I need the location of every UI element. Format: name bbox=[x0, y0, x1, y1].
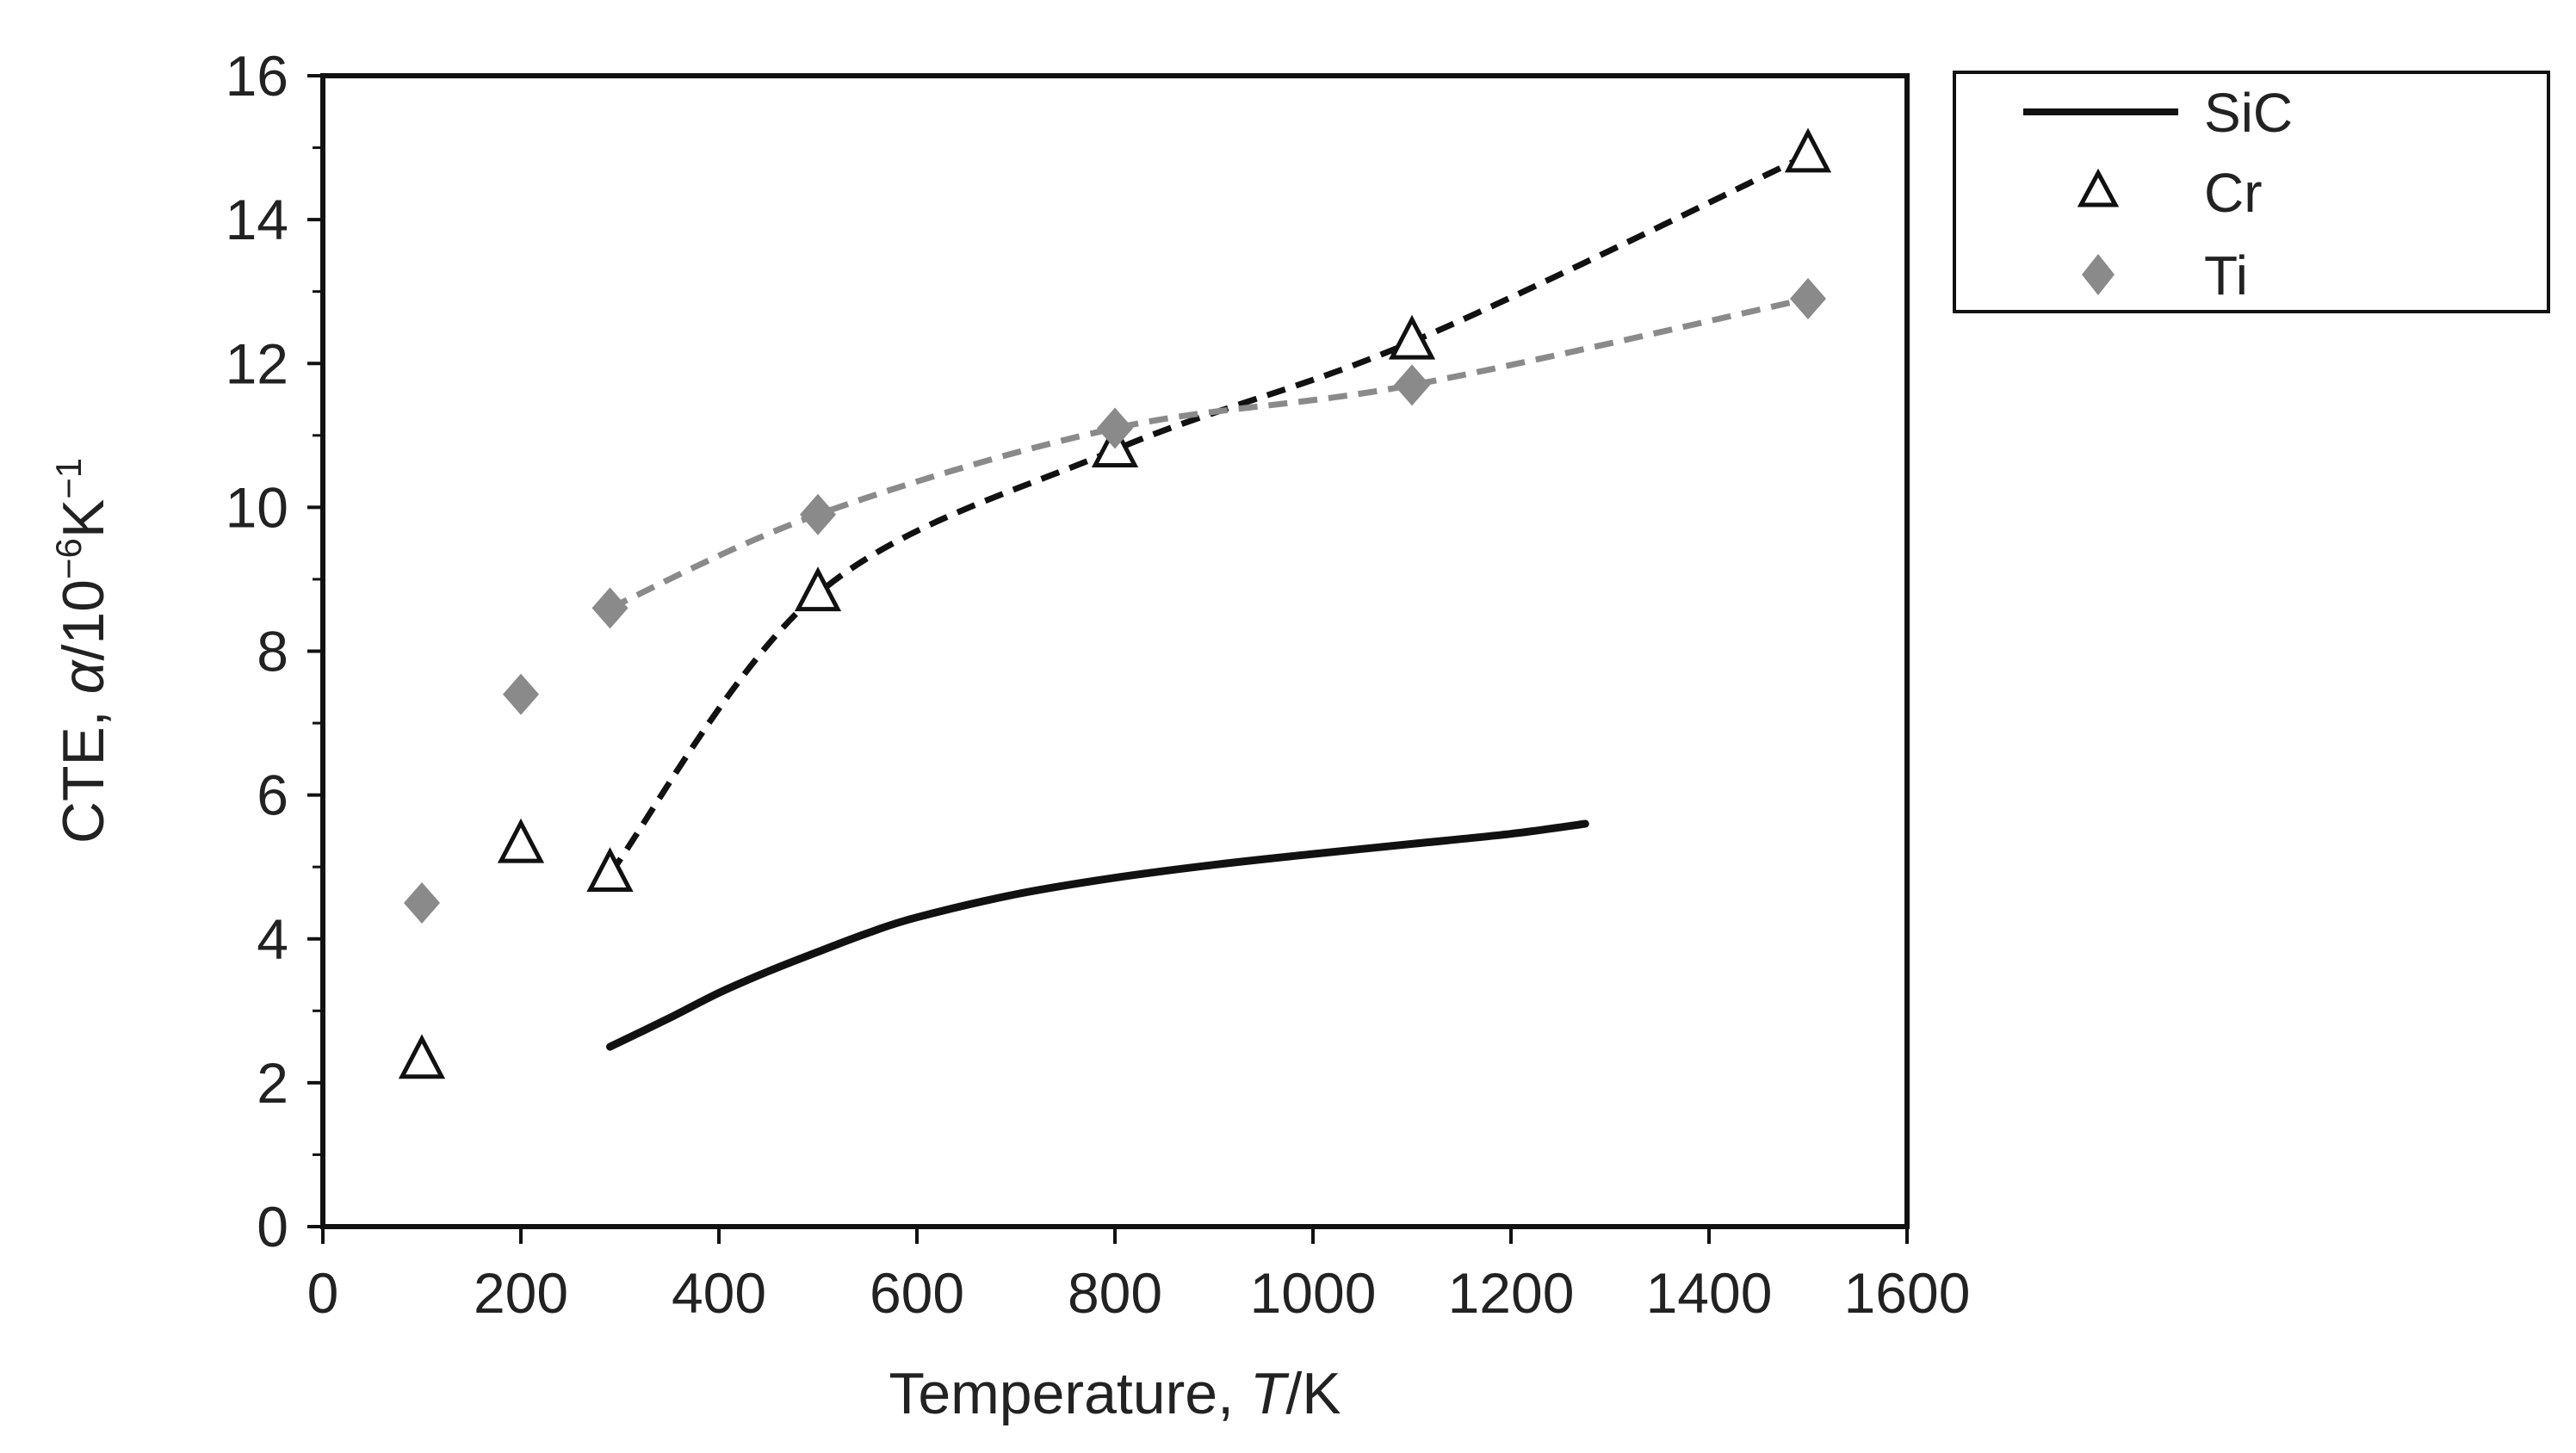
x-axis-title-unit: /K bbox=[1285, 1361, 1341, 1426]
sic-line bbox=[606, 819, 1589, 1051]
cr-point bbox=[1388, 314, 1436, 360]
ti-point bbox=[503, 673, 539, 715]
y-axis-title-symbol: α bbox=[51, 658, 116, 694]
cr-point bbox=[1784, 127, 1832, 173]
ti-point bbox=[1394, 364, 1430, 406]
x-tick-label: 800 bbox=[1068, 1261, 1162, 1325]
series-layer bbox=[398, 127, 1832, 1079]
legend: SiC Cr Ti bbox=[1953, 71, 2550, 313]
y-tick-label: 8 bbox=[257, 620, 288, 683]
legend-label-cr: Cr bbox=[2204, 162, 2263, 224]
y-axis-title-prefix: CTE, bbox=[51, 694, 116, 844]
x-tick-label: 0 bbox=[307, 1261, 339, 1325]
cr-point bbox=[398, 1034, 446, 1079]
ti-point bbox=[1790, 278, 1826, 320]
cr-point bbox=[794, 566, 842, 612]
ti-point bbox=[404, 881, 440, 924]
x-axis-title: Temperature, T/K bbox=[889, 1361, 1341, 1426]
y-tick-label: 2 bbox=[257, 1051, 288, 1115]
legend-swatch-cr bbox=[2077, 168, 2120, 207]
x-tick-label: 600 bbox=[870, 1261, 964, 1325]
x-tick-label: 1600 bbox=[1844, 1261, 1971, 1325]
y-tick-label: 6 bbox=[257, 764, 288, 827]
y-tick-label: 0 bbox=[257, 1195, 288, 1258]
y-axis-title-unit: /10 bbox=[51, 579, 116, 661]
y-tick-label: 12 bbox=[226, 331, 288, 395]
cr-point bbox=[586, 847, 634, 893]
x-tick-label: 200 bbox=[474, 1261, 568, 1325]
x-tick-label: 1400 bbox=[1646, 1261, 1773, 1325]
y-axis-title: CTE, α/10−6K−1 bbox=[48, 458, 116, 844]
y-axis-title-exp2: −1 bbox=[48, 458, 89, 499]
x-tick-label: 1200 bbox=[1448, 1261, 1575, 1325]
y-tick-label: 10 bbox=[226, 475, 288, 539]
x-tick-label: 400 bbox=[672, 1261, 766, 1325]
x-tick-label: 1000 bbox=[1250, 1261, 1377, 1325]
ti-point bbox=[1097, 407, 1133, 449]
ti-point bbox=[591, 587, 629, 629]
ticks-layer: 0 200 400 600 800 1000 1200 1400 1600 0 2 4 6 8 10 12 14… bbox=[226, 44, 1971, 1325]
legend-swatch-ti bbox=[2082, 254, 2115, 295]
legend-label-ti: Ti bbox=[2204, 244, 2248, 306]
legend-label-sic: SiC bbox=[2204, 82, 2293, 144]
y-axis-title-exp1: −6 bbox=[48, 538, 89, 579]
y-tick-label: 4 bbox=[257, 907, 288, 971]
x-axis-title-symbol: T bbox=[1250, 1361, 1290, 1426]
y-tick-label: 16 bbox=[226, 44, 288, 108]
x-axis-title-prefix: Temperature, bbox=[889, 1361, 1250, 1426]
ti-trend-line bbox=[609, 295, 1809, 611]
ti-point bbox=[800, 493, 836, 535]
cr-point bbox=[497, 818, 545, 863]
y-tick-label: 14 bbox=[226, 188, 288, 251]
y-axis-title-unit2: K bbox=[51, 499, 116, 538]
